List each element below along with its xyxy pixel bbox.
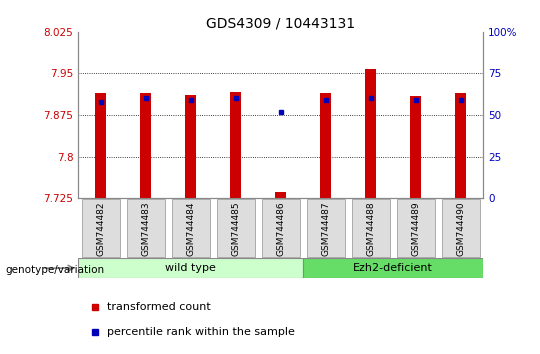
FancyBboxPatch shape xyxy=(397,199,435,257)
Text: GSM744483: GSM744483 xyxy=(141,201,150,256)
Bar xyxy=(303,258,483,278)
Text: GSM744487: GSM744487 xyxy=(321,201,330,256)
Text: wild type: wild type xyxy=(165,263,216,273)
Bar xyxy=(365,69,376,198)
Text: GSM744490: GSM744490 xyxy=(456,201,465,256)
Bar xyxy=(455,93,467,198)
FancyBboxPatch shape xyxy=(262,199,300,257)
FancyBboxPatch shape xyxy=(82,199,120,257)
Bar xyxy=(95,93,106,198)
Text: GSM744482: GSM744482 xyxy=(96,201,105,256)
Text: Ezh2-deficient: Ezh2-deficient xyxy=(353,263,433,273)
Bar xyxy=(230,92,241,198)
Title: GDS4309 / 10443131: GDS4309 / 10443131 xyxy=(206,17,355,31)
Bar xyxy=(320,93,332,198)
Text: percentile rank within the sample: percentile rank within the sample xyxy=(107,327,294,337)
FancyBboxPatch shape xyxy=(307,199,345,257)
Text: GSM744485: GSM744485 xyxy=(231,201,240,256)
Bar xyxy=(140,93,151,198)
Text: genotype/variation: genotype/variation xyxy=(5,265,105,275)
FancyBboxPatch shape xyxy=(217,199,255,257)
Bar xyxy=(410,96,421,198)
FancyBboxPatch shape xyxy=(172,199,210,257)
Text: GSM744486: GSM744486 xyxy=(276,201,285,256)
Text: GSM744484: GSM744484 xyxy=(186,201,195,256)
Bar xyxy=(185,95,197,198)
Text: GSM744488: GSM744488 xyxy=(366,201,375,256)
Bar xyxy=(78,258,303,278)
FancyBboxPatch shape xyxy=(442,199,480,257)
Bar xyxy=(275,192,286,198)
FancyBboxPatch shape xyxy=(352,199,390,257)
FancyBboxPatch shape xyxy=(127,199,165,257)
Text: transformed count: transformed count xyxy=(107,302,211,312)
Text: GSM744489: GSM744489 xyxy=(411,201,420,256)
